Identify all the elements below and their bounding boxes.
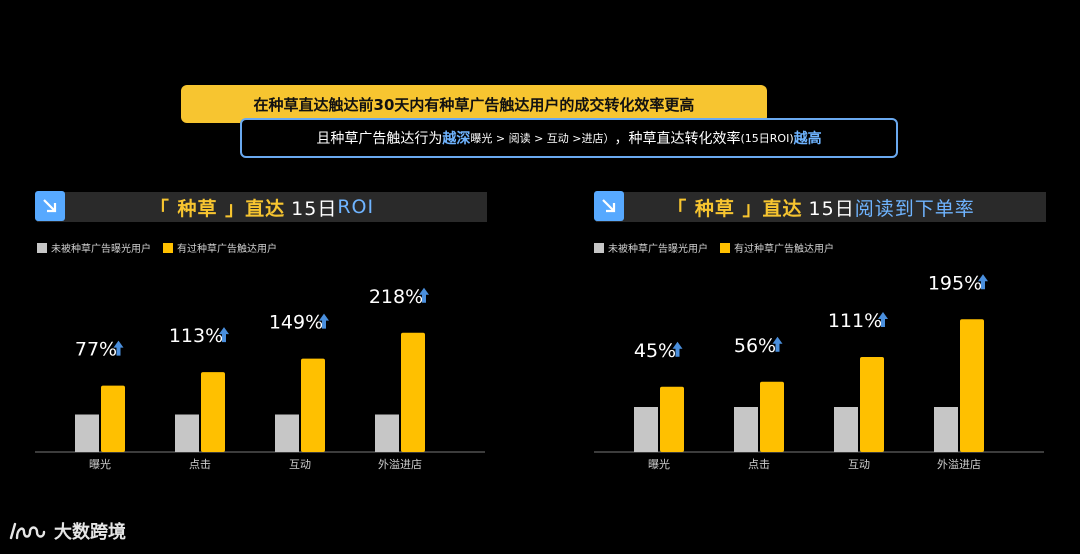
up-arrow-icon [672, 341, 683, 357]
bar-unexposed-1 [175, 414, 199, 452]
category-label-2: 互动 [848, 458, 870, 471]
brand-mark-icon [9, 522, 46, 540]
left-bar-chart: 曝光 77% 点击 113% 互动 149% 外溢进店 218% [35, 286, 485, 471]
bar-reached-1 [760, 381, 784, 452]
left-legend-label-yellow: 有过种草广告触达用户 [177, 244, 277, 255]
up-arrow-icon [419, 287, 429, 303]
right-panel-header: 「 种草 」直达 15日 阅读到下单率 [594, 191, 1046, 222]
left-title-bracket: 「 种草 」直达 [149, 197, 286, 220]
right-chart-title: 「 种草 」直达 15日 阅读到下单率 [596, 192, 1046, 222]
right-legend-label-yellow: 有过种草广告触达用户 [734, 244, 834, 255]
up-arrow-icon [319, 313, 329, 329]
category-label-1: 点击 [748, 458, 770, 471]
subtitle-part4: (15日ROI) [740, 132, 794, 145]
bar-reached-3 [401, 332, 425, 452]
brand-logo: 大数跨境 [8, 518, 126, 544]
left-title-metric: ROI [337, 196, 375, 218]
up-arrow-icon [113, 340, 124, 356]
up-arrow-icon [878, 312, 888, 328]
uplift-label-1: 56% [734, 335, 776, 357]
bar-reached-2 [301, 358, 325, 452]
subtitle-emph-higher: 越高 [793, 131, 822, 147]
subtitle-part1: 且种草广告触达行为 [316, 131, 443, 147]
headline-banner: 在种草直达触达前30天内有种草广告触达用户的成交转化效率更高 [181, 85, 767, 123]
right-bar-chart: 曝光 45% 点击 56% 互动 111% 外溢进店 195% [594, 272, 1044, 471]
uplift-label-2: 149% [269, 312, 323, 334]
bar-unexposed-0 [634, 407, 658, 452]
bar-unexposed-3 [375, 414, 399, 452]
right-title-num: 15日 [808, 197, 855, 220]
right-title-metric: 阅读到下单率 [854, 197, 975, 220]
subtitle-part3: ，种草直达转化效率 [614, 131, 741, 147]
subtitle-part2: 曝光 > 阅读 > 互动 >进店） [470, 132, 615, 145]
bar-reached-3 [960, 319, 984, 452]
brand-name: 大数跨境 [54, 522, 126, 543]
uplift-label-2: 111% [828, 310, 882, 332]
category-label-3: 外溢进店 [378, 457, 422, 471]
left-panel-header: 「 种草 」直达 15日 ROI [35, 191, 487, 222]
uplift-label-3: 195% [928, 272, 982, 294]
uplift-label-0: 45% [634, 340, 676, 362]
category-label-3: 外溢进店 [937, 457, 981, 471]
left-legend-item-gray: 未被种草广告曝光用户 [37, 240, 151, 255]
right-legend-label-gray: 未被种草广告曝光用户 [608, 244, 708, 255]
up-arrow-icon [772, 336, 783, 352]
right-title-bracket: 「 种草 」直达 [667, 197, 803, 220]
up-arrow-icon [978, 274, 988, 290]
left-title-num: 15日 [291, 197, 338, 220]
category-label-0: 曝光 [89, 457, 111, 471]
bar-reached-1 [201, 372, 225, 452]
bar-unexposed-0 [75, 414, 99, 452]
arrow-down-right-icon [594, 191, 624, 221]
bar-unexposed-2 [275, 414, 299, 452]
bar-unexposed-1 [734, 407, 758, 452]
left-legend: 未被种草广告曝光用户 有过种草广告触达用户 [37, 240, 289, 255]
category-label-2: 互动 [289, 458, 311, 471]
right-legend-item-yellow: 有过种草广告触达用户 [720, 240, 834, 255]
uplift-label-3: 218% [369, 286, 423, 308]
left-chart-title: 「 种草 」直达 15日 ROI [37, 192, 487, 222]
uplift-label-0: 77% [75, 339, 117, 361]
left-legend-item-yellow: 有过种草广告触达用户 [163, 240, 277, 255]
subtitle-emph-deeper: 越深 [442, 131, 471, 147]
bar-reached-0 [660, 386, 684, 452]
right-legend-item-gray: 未被种草广告曝光用户 [594, 240, 708, 255]
headline-text: 在种草直达触达前30天内有种草广告触达用户的成交转化效率更高 [253, 95, 695, 114]
bar-unexposed-3 [934, 407, 958, 452]
left-legend-label-gray: 未被种草广告曝光用户 [51, 244, 151, 255]
right-legend: 未被种草广告曝光用户 有过种草广告触达用户 [594, 240, 846, 255]
bar-reached-0 [101, 385, 125, 452]
uplift-label-1: 113% [169, 325, 223, 347]
bar-unexposed-2 [834, 407, 858, 452]
bar-reached-2 [860, 357, 884, 452]
arrow-down-right-icon [35, 191, 65, 221]
up-arrow-icon [219, 327, 229, 343]
category-label-1: 点击 [189, 458, 211, 471]
category-label-0: 曝光 [648, 457, 670, 471]
subtitle-bar: 且种草广告触达行为 越深 曝光 > 阅读 > 互动 >进店） ，种草直达转化效率… [240, 118, 898, 158]
